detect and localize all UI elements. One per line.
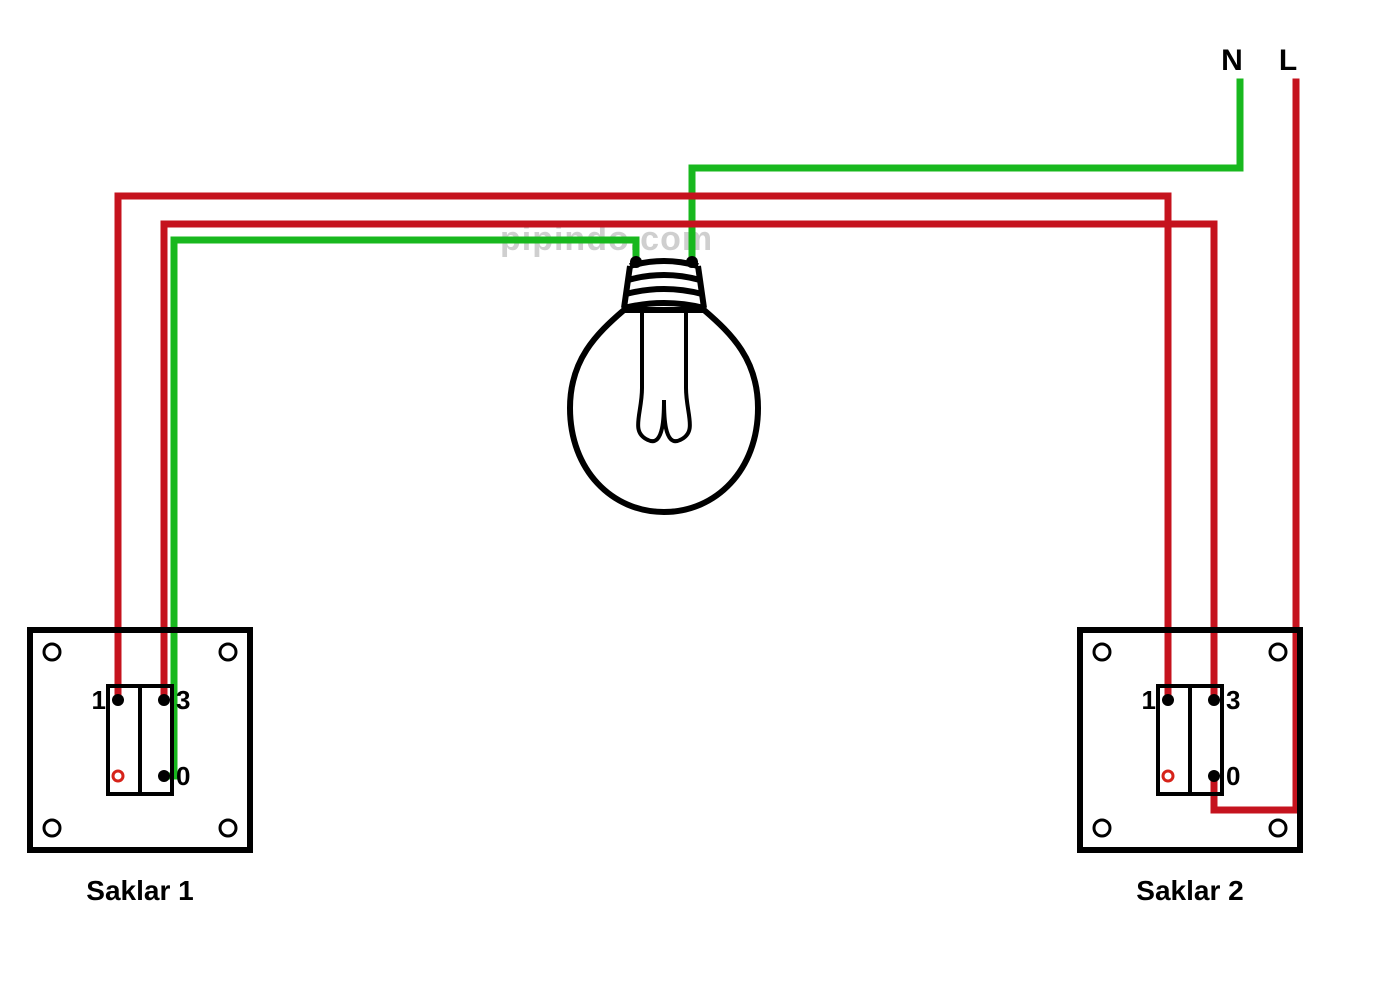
wires (118, 82, 1296, 810)
wire-bulb-to-switch1-common (164, 240, 636, 776)
bulb-socket (624, 261, 704, 308)
bulb-icon (570, 256, 758, 512)
switch-2-t3-dot (1208, 694, 1220, 706)
bulb-filament (638, 312, 690, 441)
switch-2-t1-dot (1162, 694, 1174, 706)
switch-1-t0-dot (158, 770, 170, 782)
wire-traveler-top (118, 196, 1168, 700)
switch-1-t3-dot (158, 694, 170, 706)
supply-live-label: L (1279, 44, 1297, 77)
wire-traveler-bottom (164, 224, 1214, 700)
wire-neutral-to-bulb (692, 82, 1240, 262)
wiring-diagram: pipindo.com N L (0, 0, 1400, 1000)
switch-2-t1-label: 1 (1142, 685, 1156, 715)
switch-1-label: Saklar 1 (86, 875, 193, 906)
switch-1-t3-label: 3 (176, 685, 190, 715)
supply-neutral-label: N (1221, 44, 1243, 77)
switch-2-t0-label: 0 (1226, 761, 1240, 791)
switch-2-t0-dot (1208, 770, 1220, 782)
switch-2: 1 3 0 Saklar 2 (1080, 630, 1300, 906)
switch-1-t0-label: 0 (176, 761, 190, 791)
switch-1-t1-label: 1 (92, 685, 106, 715)
switch-2-label: Saklar 2 (1136, 875, 1243, 906)
switch-1-t1-dot (112, 694, 124, 706)
switch-2-t3-label: 3 (1226, 685, 1240, 715)
switch-1-aux-dot (113, 771, 123, 781)
switch-2-aux-dot (1163, 771, 1173, 781)
switch-1: 1 3 0 Saklar 1 (30, 630, 250, 906)
